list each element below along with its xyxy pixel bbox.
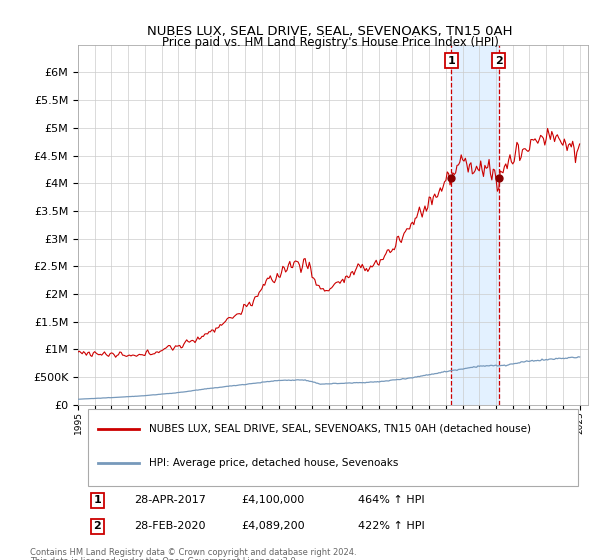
Text: HPI: Average price, detached house, Sevenoaks: HPI: Average price, detached house, Seve… [149, 458, 399, 468]
Text: Price paid vs. HM Land Registry's House Price Index (HPI): Price paid vs. HM Land Registry's House … [161, 36, 499, 49]
Text: £4,100,000: £4,100,000 [241, 496, 304, 506]
FancyBboxPatch shape [88, 409, 578, 486]
Text: 1: 1 [448, 55, 455, 66]
Text: 2: 2 [495, 55, 503, 66]
Bar [451, 45, 499, 405]
Text: Contains HM Land Registry data © Crown copyright and database right 2024.: Contains HM Land Registry data © Crown c… [30, 548, 356, 557]
Text: 2: 2 [94, 521, 101, 531]
Text: 464% ↑ HPI: 464% ↑ HPI [359, 496, 425, 506]
Text: 1: 1 [94, 496, 101, 506]
Text: £4,089,200: £4,089,200 [241, 521, 305, 531]
Text: 422% ↑ HPI: 422% ↑ HPI [359, 521, 425, 531]
Text: 28-APR-2017: 28-APR-2017 [134, 496, 206, 506]
Text: 28-FEB-2020: 28-FEB-2020 [134, 521, 206, 531]
Text: NUBES LUX, SEAL DRIVE, SEAL, SEVENOAKS, TN15 0AH: NUBES LUX, SEAL DRIVE, SEAL, SEVENOAKS, … [147, 25, 513, 38]
Text: This data is licensed under the Open Government Licence v3.0.: This data is licensed under the Open Gov… [30, 557, 298, 560]
Text: NUBES LUX, SEAL DRIVE, SEAL, SEVENOAKS, TN15 0AH (detached house): NUBES LUX, SEAL DRIVE, SEAL, SEVENOAKS, … [149, 423, 532, 433]
